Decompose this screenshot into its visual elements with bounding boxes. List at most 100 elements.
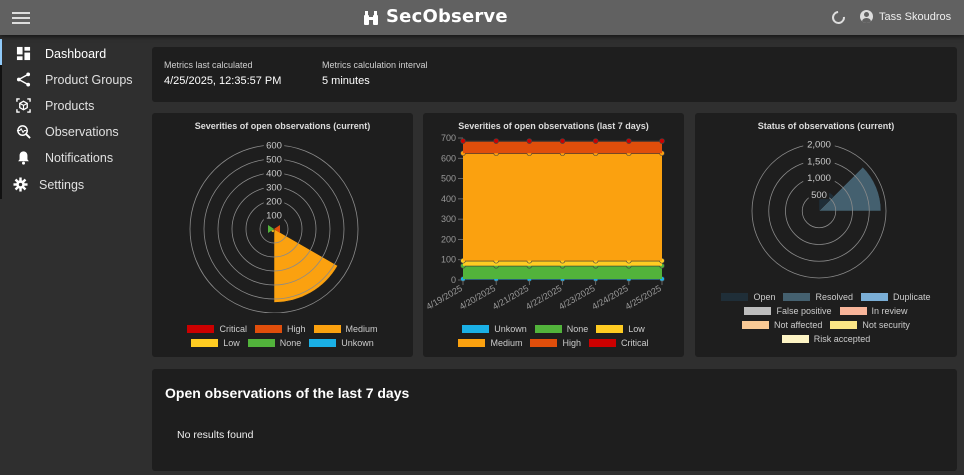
legend-label: Risk accepted: [813, 334, 871, 344]
legend-item-resolved[interactable]: Resolved: [783, 292, 853, 302]
sidebar-item-settings[interactable]: Settings: [13, 177, 84, 192]
legend-label: Low: [628, 324, 645, 334]
legend-item-low[interactable]: Low: [191, 338, 240, 348]
status-current-polar-chart: 500 1,000 1,500 2,000: [751, 139, 887, 279]
legend-label: Medium: [345, 324, 378, 334]
legend-swatch: [742, 321, 770, 329]
legend-label: Open: [753, 292, 776, 302]
refresh-icon[interactable]: [829, 8, 848, 27]
legend-swatch: [309, 339, 337, 347]
tick-label: 200: [266, 197, 282, 208]
area-series-high[interactable]: [463, 141, 662, 154]
open-observations-card: Open observations of the last 7 days No …: [152, 369, 957, 471]
sidebar-item-dashboard[interactable]: Dashboard: [16, 46, 106, 61]
legend-label: Unkown: [341, 338, 374, 348]
tick-label: 2,000: [807, 140, 831, 151]
tick-label: 1,500: [807, 156, 831, 167]
chart-title: Status of observations (current): [757, 121, 895, 131]
legend-item-risk-accepted[interactable]: Risk accepted: [781, 334, 871, 344]
data-point[interactable]: [626, 138, 632, 144]
legend-item-none[interactable]: None: [247, 338, 302, 348]
tick-label: 1,000: [807, 173, 831, 184]
tick-label: 300: [266, 183, 282, 194]
legend-item-critical[interactable]: Critical: [187, 324, 247, 334]
y-tick-label: 500: [441, 174, 456, 184]
dashboard-icon: [16, 46, 31, 61]
severities-7days-area-chart: 0 100 200 300 400 500 600 700 4/19/20254/20/2025…: [424, 133, 665, 312]
legend-item-false-positive[interactable]: False positive: [744, 306, 832, 316]
area-series-medium[interactable]: [463, 153, 662, 261]
legend-swatch: [530, 339, 558, 347]
metrics-last-calculated-label: Metrics last calculated: [164, 60, 253, 70]
tick-label: 500: [811, 190, 827, 201]
data-point[interactable]: [460, 138, 466, 144]
sidebar-item-products[interactable]: Products: [16, 98, 94, 113]
legend-label: Critical: [621, 338, 649, 348]
sidebar: Dashboard Product Groups Products Observ…: [0, 35, 145, 475]
legend-item-none[interactable]: None: [534, 324, 589, 334]
x-tick-label: 4/20/2025: [457, 283, 497, 312]
user-menu[interactable]: Tass Skoudros: [860, 10, 951, 23]
legend-label: Low: [223, 338, 240, 348]
legend-swatch: [781, 335, 809, 343]
legend-label: In review: [871, 306, 908, 316]
severities-7days-legend: Unkown None Low Medium High Critical: [423, 324, 684, 352]
data-point[interactable]: [559, 138, 566, 144]
legend-item-high[interactable]: High: [254, 324, 306, 334]
legend-item-low[interactable]: Low: [596, 324, 645, 334]
bell-icon: [18, 151, 29, 165]
data-point[interactable]: [592, 138, 599, 144]
polar-segment-medium[interactable]: [273, 228, 338, 303]
x-tick-label: 4/25/2025: [623, 283, 663, 312]
polar-segment-resolved[interactable]: [818, 166, 882, 212]
legend-swatch: [462, 325, 490, 333]
y-tick-label: 0: [451, 275, 456, 285]
polar-segment-high-small[interactable]: [274, 225, 280, 233]
data-point[interactable]: [659, 138, 665, 144]
chart-title: Severities of open observations (last 7 …: [458, 121, 649, 131]
sidebar-item-observations[interactable]: Observations: [16, 124, 119, 139]
sidebar-item-product-groups[interactable]: Product Groups: [16, 72, 133, 87]
legend-item-medium[interactable]: Medium: [458, 338, 522, 348]
legend-label: None: [566, 324, 589, 334]
area-series-none[interactable]: [463, 265, 662, 279]
legend-label: False positive: [776, 306, 832, 316]
binoculars-icon: [364, 10, 378, 25]
legend-item-not-security[interactable]: Not security: [830, 320, 910, 330]
y-tick-label: 200: [441, 234, 456, 244]
legend-item-in-review[interactable]: In review: [839, 306, 908, 316]
data-point[interactable]: [526, 138, 533, 144]
legend-item-not-affected[interactable]: Not affected: [742, 320, 822, 330]
metrics-interval-value: 5 minutes: [322, 75, 370, 87]
legend-item-duplicate[interactable]: Duplicate: [861, 292, 931, 302]
legend-label: Not security: [862, 320, 910, 330]
legend-item-medium[interactable]: Medium: [313, 324, 378, 334]
legend-label: Unkown: [494, 324, 527, 334]
legend-item-open[interactable]: Open: [721, 292, 775, 302]
legend-item-critical[interactable]: Critical: [589, 338, 649, 348]
legend-item-unkown[interactable]: Unkown: [462, 324, 527, 334]
share-icon: [16, 72, 31, 87]
legend-item-high[interactable]: High: [530, 338, 581, 348]
y-tick-label: 400: [441, 194, 456, 204]
legend-item-unkown[interactable]: Unkown: [309, 338, 374, 348]
legend-label: Resolved: [815, 292, 854, 302]
polar-segment-none-small[interactable]: [268, 225, 274, 233]
legend-swatch: [313, 325, 341, 333]
brand: SecObserve: [362, 6, 508, 27]
tick-label: 400: [266, 169, 282, 180]
sidebar-item-notifications[interactable]: Notifications: [16, 150, 113, 165]
legend-label: None: [279, 338, 302, 348]
legend-swatch: [458, 339, 486, 347]
metrics-last-calculated-value: 4/25/2025, 12:35:57 PM: [164, 75, 282, 87]
legend-swatch: [247, 339, 275, 347]
data-point[interactable]: [493, 138, 499, 144]
legend-swatch: [596, 325, 624, 333]
hamburger-menu-icon[interactable]: [12, 9, 30, 25]
empty-state-text: No results found: [177, 429, 254, 441]
legend-swatch: [744, 307, 772, 315]
legend-swatch: [534, 325, 562, 333]
legend-swatch: [783, 293, 811, 301]
account-circle-icon: [860, 10, 873, 23]
x-tick-label: 4/23/2025: [557, 283, 597, 312]
